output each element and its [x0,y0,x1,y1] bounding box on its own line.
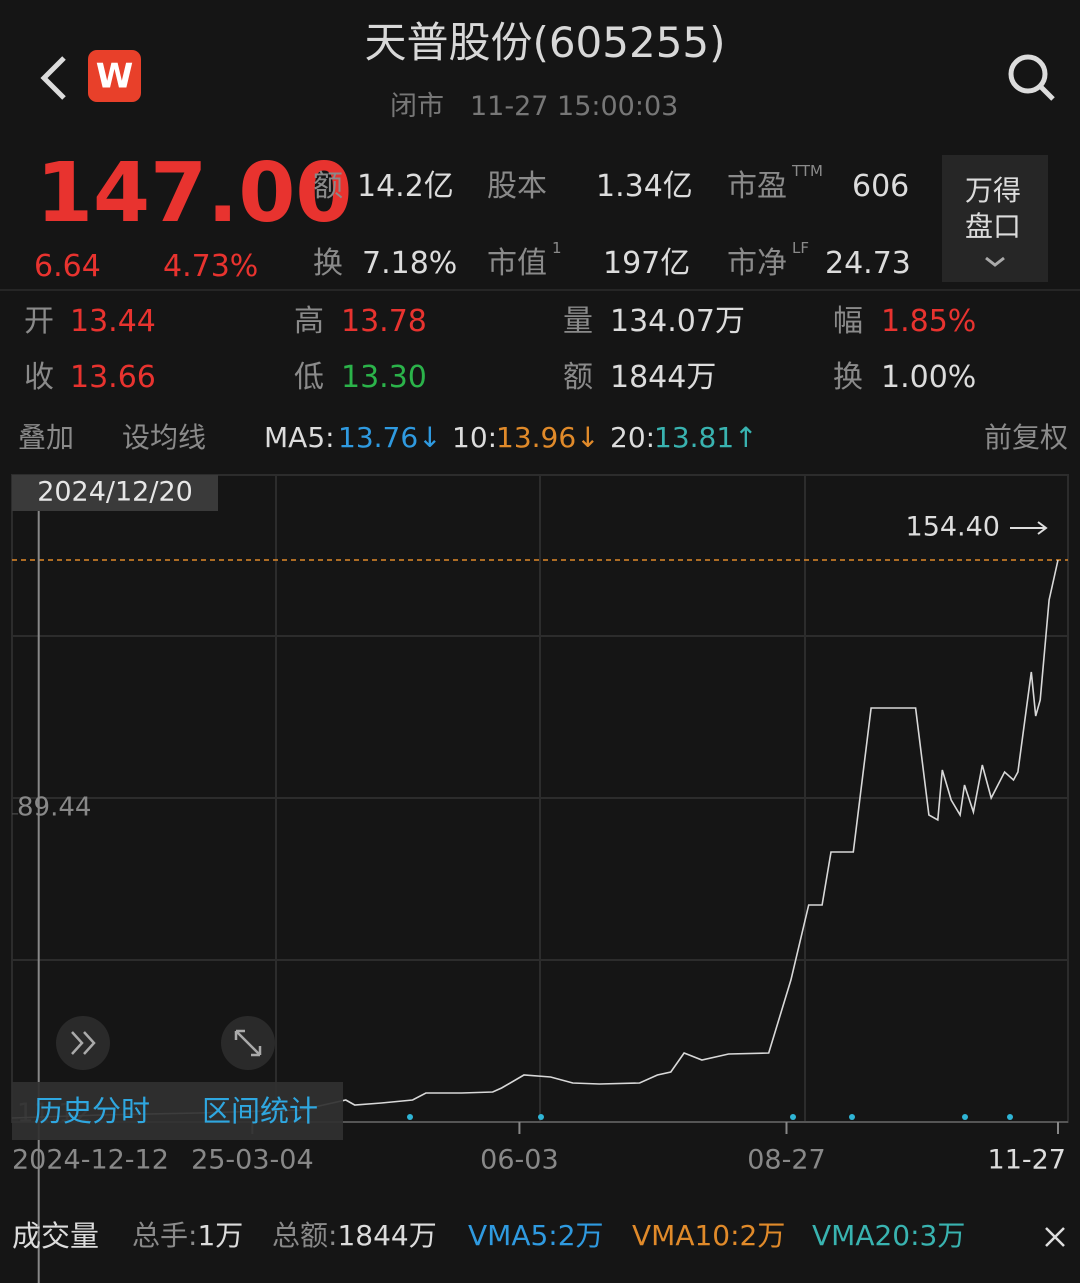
volume-value: 2万 [739,1219,786,1252]
volume-value: 3万 [919,1219,966,1252]
ma-value: 13.76↓ [338,421,442,454]
adjust-button[interactable]: 前复权 [983,421,1068,454]
time: 11-27 15:00:03 [470,91,679,122]
history-button[interactable]: 历史分时 [34,1094,151,1128]
volume-value: 1844万 [337,1219,437,1252]
event-dot [790,1114,796,1120]
stat-label: 股本 [487,169,547,204]
volume-title: 成交量 [12,1219,100,1253]
status: 闭市 [390,91,444,122]
stat-label: 换 [313,246,343,281]
day-label: 幅 [833,304,863,339]
crosshair-label: 2024/12/20 [37,477,193,508]
event-dot [849,1114,855,1120]
day-value: 134.07万 [610,304,745,339]
x-tick-label: 06-03 [480,1145,558,1176]
day-value: 13.78 [341,304,427,339]
volume-label: VMA10: [632,1219,740,1252]
event-dot [407,1114,413,1120]
chevron [985,256,1005,267]
volume-label: VMA20: [812,1219,920,1252]
ma-name: MA5: [264,421,335,454]
max-arrow [1010,521,1048,535]
day-value: 1.00% [881,360,977,395]
day-label: 换 [833,360,863,395]
price-line [11,559,1059,1119]
x-tick-label: 08-27 [747,1145,825,1176]
panel-button[interactable]: 万得 盘口 [942,155,1048,282]
chart: 11.1289.442024-12-1225-03-0406-0308-2711… [11,474,1069,1283]
ma-name: 20: [610,421,656,454]
day-value: 13.30 [341,360,427,395]
day-value: 13.44 [70,304,156,339]
stat-label: 市净 [727,246,787,281]
day-value: 1844万 [610,360,717,395]
day-value: 1.85% [881,304,977,339]
stat-sup: TTM [792,162,824,180]
stat-value: 197亿 [603,246,691,281]
panel-text: 盘口 [965,210,1022,243]
ma-value: 13.96↓ [496,421,600,454]
day-label: 额 [563,360,593,395]
set-ma-button[interactable]: 设均线 [122,421,207,454]
event-dot [962,1114,968,1120]
volume-label: 总额: [272,1219,338,1252]
search-button[interactable] [1008,54,1055,101]
volume-label: 总手: [132,1219,198,1252]
change: 6.64 [34,249,101,284]
volume-label: VMA5: [468,1219,558,1252]
stat-value: 606 [852,169,910,204]
ma-value: 13.81↑ [654,421,758,454]
x-tick-label: 25-03-04 [191,1145,314,1176]
stat-sup: LF [792,239,809,257]
stat-value: 7.18% [362,246,458,281]
divider [0,289,1080,291]
range-stats-button[interactable]: 区间统计 [202,1094,319,1128]
event-dot [1007,1114,1013,1120]
title: 天普股份(605255) [364,18,726,67]
day-value: 13.66 [70,360,156,395]
day-label: 收 [24,360,54,395]
stat-value: 1.34亿 [596,169,693,204]
badge [88,50,141,102]
ma-name: 10: [452,421,498,454]
crosshair-label-bg [12,475,218,511]
stat-value: 24.73 [825,246,911,281]
x-tick-label: 2024-12-12 [12,1145,169,1176]
event-dot [538,1114,544,1120]
stat-label: 市盈 [727,169,787,204]
panel-text: 万得 [965,174,1022,207]
back-button[interactable] [40,56,66,100]
day-label: 低 [294,360,324,395]
stat-value: 14.2亿 [357,169,454,204]
overlay-button[interactable]: 叠加 [18,421,75,454]
stat-label: 市值 [487,246,547,281]
price: 147.00 [36,146,353,241]
header-icons: W [40,50,1055,102]
button-bar: 历史分时 区间统计 [12,1082,343,1140]
max-label: 154.40 [906,512,1000,543]
day-label: 量 [563,304,593,339]
stat-sup: 1 [552,239,562,257]
change-pct: 4.73% [163,249,259,284]
volume-value: 2万 [557,1219,604,1252]
volume-value: 1万 [197,1219,244,1252]
x-tick-label: 11-27 [988,1145,1066,1176]
day-label: 开 [24,304,54,339]
badge-text: W [96,57,134,97]
stat-label: 额 [313,169,343,204]
day-label: 高 [294,304,324,339]
y-tick-label: 89.44 [17,792,91,822]
